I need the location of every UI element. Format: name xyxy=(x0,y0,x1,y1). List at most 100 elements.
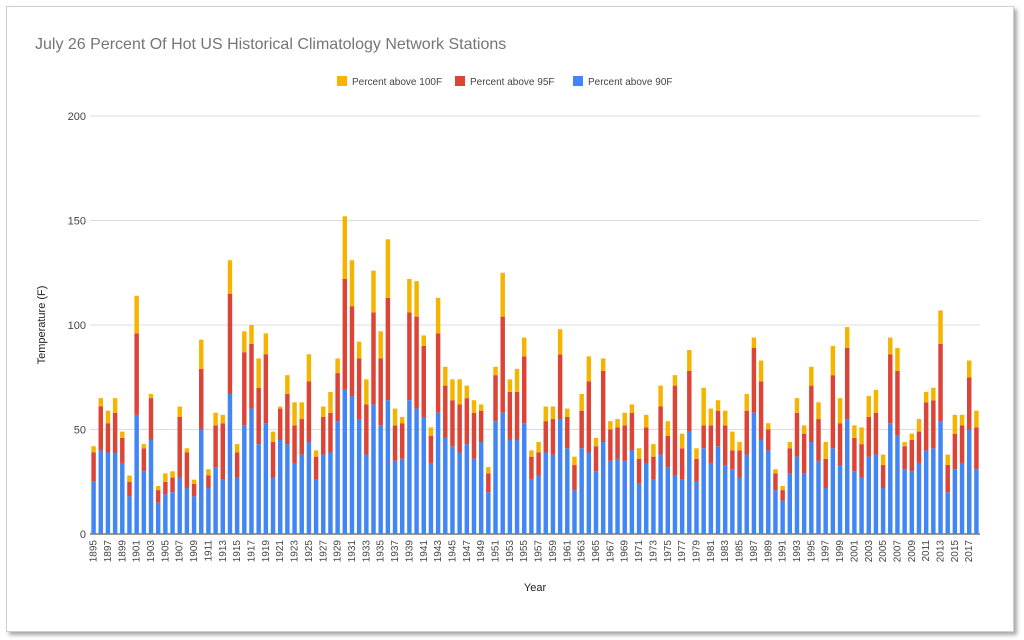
bar-segment-above-100f xyxy=(522,337,527,357)
bar-segment-above-90f xyxy=(909,471,915,534)
bar-segment-above-100f xyxy=(163,473,168,482)
bar-segment-above-100f xyxy=(644,414,649,428)
bar-segment-above-90f xyxy=(837,465,843,534)
x-tick-label: 1965 xyxy=(591,540,602,563)
bar-segment-above-95f xyxy=(112,412,118,453)
bar-segment-above-90f xyxy=(622,460,627,534)
bar-segment-above-95f xyxy=(127,481,132,497)
bar-segment-above-90f xyxy=(155,502,161,534)
bar-segment-above-95f xyxy=(435,333,441,413)
bar-segment-above-90f xyxy=(794,456,800,534)
bar-segment-above-90f xyxy=(292,462,297,534)
bar-segment-above-100f xyxy=(636,448,642,459)
bar-segment-above-90f xyxy=(199,429,204,534)
bar-segment-above-95f xyxy=(428,435,434,463)
y-tick-label: 0 xyxy=(80,529,86,541)
bar-segment-above-95f xyxy=(579,410,584,449)
bar-segment-above-90f xyxy=(931,448,936,534)
bar-segment-above-100f xyxy=(529,450,534,457)
bar-segment-above-90f xyxy=(945,492,950,534)
x-tick-label: 1905 xyxy=(160,540,171,563)
bar-segment-above-95f xyxy=(249,343,254,409)
bar-segment-above-100f xyxy=(837,398,843,424)
legend-swatch xyxy=(455,76,465,86)
bar-segment-above-100f xyxy=(514,368,520,392)
bar-segment-above-90f xyxy=(428,462,434,534)
bar-segment-above-90f xyxy=(536,475,541,534)
bar-segment-above-95f xyxy=(148,398,154,440)
bar-segment-above-95f xyxy=(371,312,376,405)
bar-segment-above-100f xyxy=(98,398,103,407)
bar-segment-above-90f xyxy=(694,481,699,534)
bar-segment-above-90f xyxy=(708,462,714,534)
bar-segment-above-95f xyxy=(356,358,362,420)
bar-segment-above-100f xyxy=(679,433,685,449)
x-tick-label: 2017 xyxy=(964,540,975,563)
bar-segment-above-95f xyxy=(636,458,642,484)
bar-segment-above-95f xyxy=(385,297,391,401)
bar-segment-above-90f xyxy=(127,496,132,534)
bar-segment-above-95f xyxy=(816,419,821,461)
bar-segment-above-100f xyxy=(974,410,979,428)
bar-segment-above-90f xyxy=(399,458,405,534)
bar-segment-above-95f xyxy=(651,456,656,480)
bar-segment-above-95f xyxy=(931,400,936,449)
bar-segment-above-90f xyxy=(392,460,398,534)
bar-segment-above-95f xyxy=(909,439,915,472)
bar-segment-above-90f xyxy=(407,400,412,534)
bar-segment-above-90f xyxy=(880,488,886,534)
bar-segment-above-90f xyxy=(967,429,972,534)
bar-segment-above-95f xyxy=(780,490,785,501)
bar-segment-above-95f xyxy=(852,437,857,472)
bar-segment-above-95f xyxy=(687,370,692,432)
bar-segment-above-90f xyxy=(335,421,340,534)
bar-segment-above-95f xyxy=(758,381,764,440)
bar-segment-above-95f xyxy=(974,427,979,470)
bar-segment-above-95f xyxy=(464,398,470,445)
bar-segment-above-100f xyxy=(399,416,405,424)
bar-segment-above-95f xyxy=(787,448,793,474)
x-tick-label: 1957 xyxy=(534,540,545,563)
bar-segment-above-95f xyxy=(177,416,182,478)
bar-segment-above-100f xyxy=(299,402,304,420)
bar-segment-above-90f xyxy=(974,469,979,534)
bar-segment-above-95f xyxy=(105,423,111,453)
bar-segment-above-100f xyxy=(758,360,764,382)
bar-segment-above-100f xyxy=(773,469,778,474)
bar-segment-above-95f xyxy=(163,481,168,495)
bar-segment-above-90f xyxy=(478,442,484,534)
bar-segment-above-90f xyxy=(902,469,907,534)
bar-segment-above-90f xyxy=(256,444,261,534)
bar-segment-above-100f xyxy=(127,475,132,482)
bar-segment-above-95f xyxy=(299,419,304,455)
bar-segment-above-90f xyxy=(751,412,757,534)
x-tick-label: 1925 xyxy=(304,540,315,563)
bar-segment-above-90f xyxy=(421,416,426,534)
bar-segment-above-90f xyxy=(895,435,900,534)
x-tick-label: 1983 xyxy=(720,540,731,563)
bar-segment-above-100f xyxy=(593,437,599,447)
bar-segment-above-100f xyxy=(557,329,563,355)
bar-segment-above-100f xyxy=(435,297,441,334)
bar-segment-above-100f xyxy=(744,393,749,411)
bar-segment-above-95f xyxy=(959,425,965,463)
bar-segment-above-100f xyxy=(507,379,513,392)
bar-segment-above-100f xyxy=(199,339,204,369)
x-tick-label: 2001 xyxy=(849,540,860,563)
bar-segment-above-100f xyxy=(722,410,728,426)
x-tick-label: 1997 xyxy=(821,540,832,563)
bar-segment-above-100f xyxy=(220,414,226,424)
bar-segment-above-95f xyxy=(471,412,477,459)
bar-segment-above-90f xyxy=(163,494,168,534)
bar-segment-above-90f xyxy=(730,469,735,534)
bar-segment-above-95f xyxy=(292,425,297,463)
x-tick-label: 1993 xyxy=(792,540,803,563)
bar-segment-above-100f xyxy=(464,385,470,399)
bar-segment-above-90f xyxy=(328,452,333,534)
bar-segment-above-100f xyxy=(809,366,814,386)
bar-segment-above-95f xyxy=(952,433,958,470)
bar-segment-above-95f xyxy=(773,473,778,491)
bar-segment-above-90f xyxy=(952,469,958,534)
x-tick-label: 1995 xyxy=(806,540,817,563)
